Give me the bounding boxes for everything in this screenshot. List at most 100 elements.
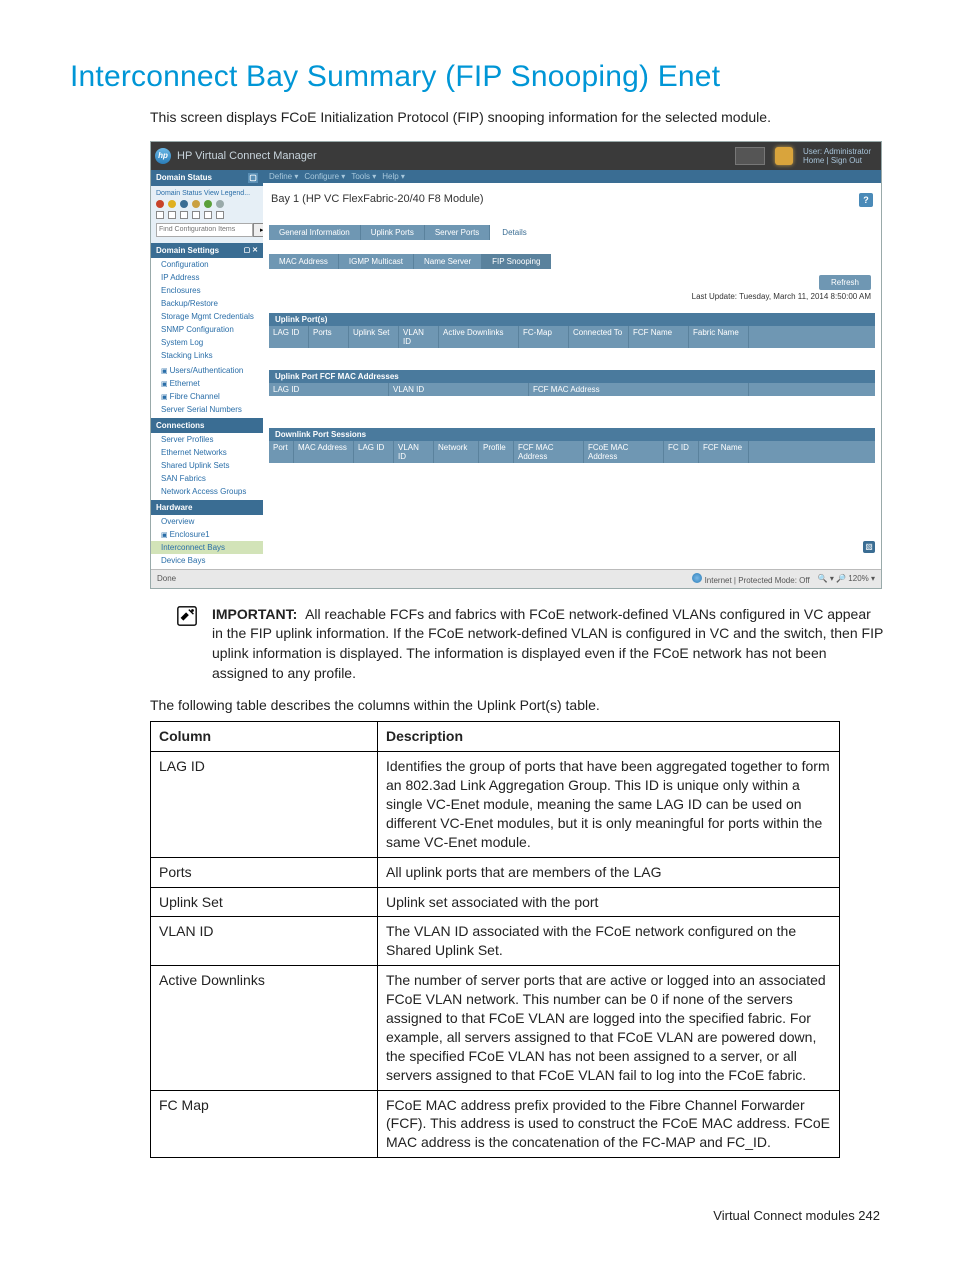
- help-icon[interactable]: ?: [859, 193, 873, 207]
- sidebar-item[interactable]: Fibre Channel: [151, 390, 263, 403]
- table-intro-text: The following table describes the column…: [150, 697, 884, 713]
- unknown-badge: [735, 147, 765, 165]
- sidebar-item[interactable]: Shared Uplink Sets: [151, 459, 263, 472]
- statusbar: Done Internet | Protected Mode: Off 🔍 ▾ …: [151, 569, 881, 588]
- menubar[interactable]: Define ▾Configure ▾Tools ▾Help ▾: [263, 170, 881, 183]
- section-uplink-ports-title: Uplink Port(s): [269, 313, 875, 326]
- sidebar-item[interactable]: Server Serial Numbers: [151, 403, 263, 416]
- table-cell-description: Identifies the group of ports that have …: [378, 752, 840, 857]
- column-header: FCF Name: [699, 441, 749, 463]
- table-cell-description: Uplink set associated with the port: [378, 887, 840, 917]
- table-header-column: Column: [151, 722, 378, 752]
- column-header: FC ID: [664, 441, 699, 463]
- downlink-header: PortMAC AddressLAG IDVLAN IDNetworkProfi…: [269, 441, 875, 463]
- table-cell-column: Uplink Set: [151, 887, 378, 917]
- table-cell-column: Active Downlinks: [151, 966, 378, 1090]
- subtab[interactable]: MAC Address: [269, 254, 339, 269]
- sidebar-item[interactable]: Stacking Links: [151, 349, 263, 362]
- sidebar-header-domain-status: Domain Status▢: [151, 170, 263, 186]
- column-header: FC-Map: [519, 326, 569, 348]
- table-header-description: Description: [378, 722, 840, 752]
- important-note: IMPORTANT: All reachable FCFs and fabric…: [176, 605, 884, 683]
- sidebar-item[interactable]: Enclosures: [151, 284, 263, 297]
- important-icon: [176, 605, 198, 627]
- secondary-tabs: MAC AddressIGMP MulticastName ServerFIP …: [269, 254, 875, 269]
- column-header: Connected To: [569, 326, 629, 348]
- column-header: LAG ID: [269, 383, 389, 396]
- subtab[interactable]: Name Server: [414, 254, 482, 269]
- column-header: Network: [434, 441, 479, 463]
- status-zoom[interactable]: 🔍 ▾ 🔎 120% ▾: [818, 574, 875, 583]
- status-squares: [156, 211, 258, 219]
- sidebar-item[interactable]: SNMP Configuration: [151, 323, 263, 336]
- column-header: Active Downlinks: [439, 326, 519, 348]
- uplink-ports-header: LAG IDPortsUplink SetVLAN IDActive Downl…: [269, 326, 875, 348]
- table-cell-column: VLAN ID: [151, 917, 378, 966]
- tab[interactable]: General Information: [269, 225, 361, 240]
- column-header: Ports: [309, 326, 349, 348]
- column-header: Port: [269, 441, 294, 463]
- sidebar-item[interactable]: System Log: [151, 336, 263, 349]
- column-header: Uplink Set: [349, 326, 399, 348]
- sidebar-item[interactable]: Users/Authentication: [151, 364, 263, 377]
- sidebar-item[interactable]: Configuration: [151, 258, 263, 271]
- column-header: Profile: [479, 441, 514, 463]
- subtab[interactable]: FIP Snooping: [482, 254, 551, 269]
- table-cell-column: LAG ID: [151, 752, 378, 857]
- sidebar-header-hardware: Hardware: [151, 500, 263, 515]
- sidebar-item[interactable]: Storage Mgmt Credentials: [151, 310, 263, 323]
- column-header: MAC Address: [294, 441, 354, 463]
- intro-text: This screen displays FCoE Initialization…: [150, 108, 884, 127]
- downlink-body: [269, 463, 875, 533]
- status-left: Done: [157, 574, 176, 583]
- fcf-mac-header: LAG IDVLAN IDFCF MAC Address: [269, 383, 875, 396]
- home-signout-links[interactable]: Home | Sign Out: [803, 156, 871, 165]
- bay-title: Bay 1 (HP VC FlexFabric-20/40 F8 Module): [271, 193, 484, 205]
- sidebar-item[interactable]: Network Access Groups: [151, 485, 263, 498]
- home-icon[interactable]: [775, 147, 793, 165]
- table-cell-column: Ports: [151, 857, 378, 887]
- status-legend-icons: [156, 200, 258, 208]
- feed-icon[interactable]: ▧: [863, 541, 875, 553]
- last-update-text: Last Update: Tuesday, March 11, 2014 8:5…: [263, 292, 881, 307]
- important-text: All reachable FCFs and fabrics with FCoE…: [212, 606, 883, 681]
- user-block: User: Administrator Home | Sign Out: [803, 147, 871, 165]
- column-header: VLAN ID: [399, 326, 439, 348]
- sidebar-item[interactable]: Enclosure1: [151, 528, 263, 541]
- sidebar-item[interactable]: Backup/Restore: [151, 297, 263, 310]
- table-cell-description: FCoE MAC address prefix provided to the …: [378, 1090, 840, 1158]
- primary-tabs: General InformationUplink PortsServer Po…: [269, 225, 875, 240]
- sidebar-item[interactable]: Interconnect Bays: [151, 541, 263, 554]
- hp-logo-icon: hp: [155, 148, 171, 164]
- collapse-icon[interactable]: ▢: [248, 173, 258, 183]
- main-panel: Define ▾Configure ▾Tools ▾Help ▾ Bay 1 (…: [263, 170, 881, 569]
- find-config-input[interactable]: [156, 223, 253, 237]
- columns-description-table: Column Description LAG IDIdentifies the …: [150, 721, 840, 1158]
- app-title: HP Virtual Connect Manager: [177, 150, 735, 162]
- sidebar-item[interactable]: Ethernet: [151, 377, 263, 390]
- uplink-ports-body: [269, 348, 875, 364]
- refresh-button[interactable]: Refresh: [819, 275, 871, 290]
- tab[interactable]: Details: [490, 225, 538, 240]
- subtab[interactable]: IGMP Multicast: [339, 254, 414, 269]
- sidebar-item[interactable]: IP Address: [151, 271, 263, 284]
- column-header: VLAN ID: [394, 441, 434, 463]
- sidebar-item[interactable]: Overview: [151, 515, 263, 528]
- tab[interactable]: Server Ports: [425, 225, 490, 240]
- section-fcf-mac-title: Uplink Port FCF MAC Addresses: [269, 370, 875, 383]
- sidebar-item[interactable]: SAN Fabrics: [151, 472, 263, 485]
- column-header: FCF Name: [629, 326, 689, 348]
- table-cell-description: The VLAN ID associated with the FCoE net…: [378, 917, 840, 966]
- column-header: FCF MAC Address: [514, 441, 584, 463]
- table-cell-column: FC Map: [151, 1090, 378, 1158]
- sidebar-item[interactable]: Ethernet Networks: [151, 446, 263, 459]
- sidebar-item[interactable]: Device Bays: [151, 554, 263, 567]
- tab[interactable]: Uplink Ports: [361, 225, 425, 240]
- column-header: LAG ID: [354, 441, 394, 463]
- sidebar-item[interactable]: Server Profiles: [151, 433, 263, 446]
- screenshot-figure: hp HP Virtual Connect Manager User: Admi…: [150, 141, 884, 589]
- view-legend-link[interactable]: Domain Status View Legend...: [156, 190, 258, 197]
- section-downlink-title: Downlink Port Sessions: [269, 428, 875, 441]
- page-footer: Virtual Connect modules 242: [70, 1208, 884, 1223]
- page-title: Interconnect Bay Summary (FIP Snooping) …: [70, 60, 884, 94]
